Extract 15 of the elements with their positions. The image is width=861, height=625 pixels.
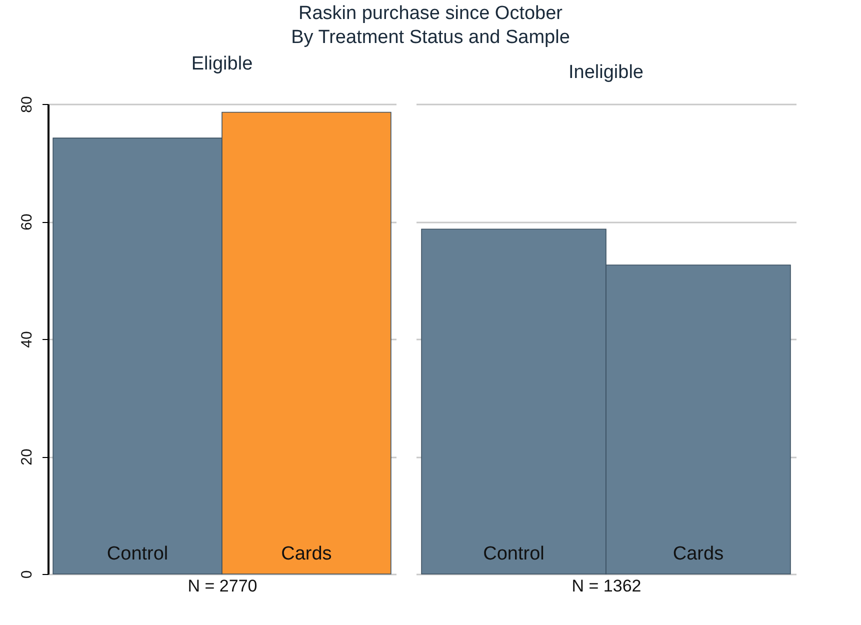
chart-title: Eligible bbox=[191, 54, 253, 75]
x-axis-title: N = 1362 bbox=[572, 576, 642, 596]
text: Raskin purchase since October bbox=[297, 2, 564, 26]
y-tick-label: 0 bbox=[18, 570, 36, 579]
x-tick-label: Cards bbox=[672, 544, 724, 564]
y-tick-label: 60 bbox=[18, 214, 36, 230]
y-tick-label: 80 bbox=[18, 96, 36, 113]
x-tick-label: Control bbox=[106, 544, 168, 564]
chart-title: Ineligible bbox=[568, 62, 644, 83]
x-tick-label: Cards bbox=[281, 544, 332, 564]
x-tick-label: Control bbox=[483, 544, 544, 564]
text: By Treatment Status and Sample bbox=[290, 26, 571, 50]
x-axis-title: N = 2770 bbox=[188, 576, 258, 596]
y-tick-label: 40 bbox=[18, 331, 36, 348]
y-tick-label: 20 bbox=[18, 448, 36, 466]
